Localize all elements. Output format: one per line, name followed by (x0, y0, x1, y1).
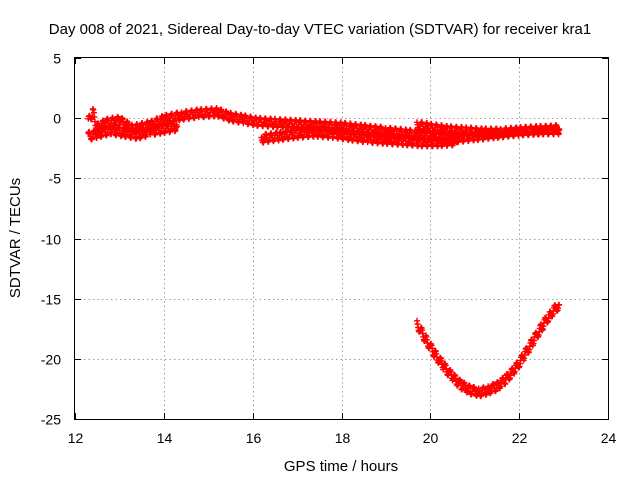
x-axis-label: GPS time / hours (284, 458, 398, 475)
data-point (556, 127, 563, 134)
y-tick-label: -10 (41, 232, 61, 248)
axis-ticks: 12 14 16 18 20 22 24 5 0 -5 -10 -15 -20 -25 (41, 51, 617, 447)
x-tick-label: 24 (601, 430, 617, 446)
x-tick-label: 20 (423, 430, 439, 446)
grid (75, 58, 608, 419)
data-point (174, 123, 181, 130)
x-tick-label: 18 (335, 430, 351, 446)
x-tick-label: 16 (246, 430, 262, 446)
x-tick-label: 12 (68, 430, 84, 446)
data-point (466, 383, 473, 389)
data-point (502, 380, 509, 387)
data-point (556, 301, 563, 308)
series-points (258, 125, 460, 150)
data-points (85, 105, 563, 400)
plot-frame (74, 57, 609, 420)
y-tick-label: -5 (49, 171, 62, 187)
y-tick-label: -20 (41, 352, 61, 368)
y-axis-label: SDTVAR / TECUs (7, 178, 24, 298)
x-tick-label: 14 (157, 430, 173, 446)
y-tick-label: -25 (41, 412, 61, 428)
series-points (414, 301, 563, 400)
data-point (454, 138, 460, 144)
x-tick-label: 22 (512, 430, 528, 446)
y-tick-label: 0 (53, 111, 61, 127)
chart-title: Day 008 of 2021, Sidereal Day-to-day VTE… (49, 21, 591, 38)
y-tick-label: 5 (53, 51, 61, 67)
series-points (85, 120, 181, 143)
y-tick-label: -15 (41, 292, 61, 308)
series-points (414, 119, 563, 140)
